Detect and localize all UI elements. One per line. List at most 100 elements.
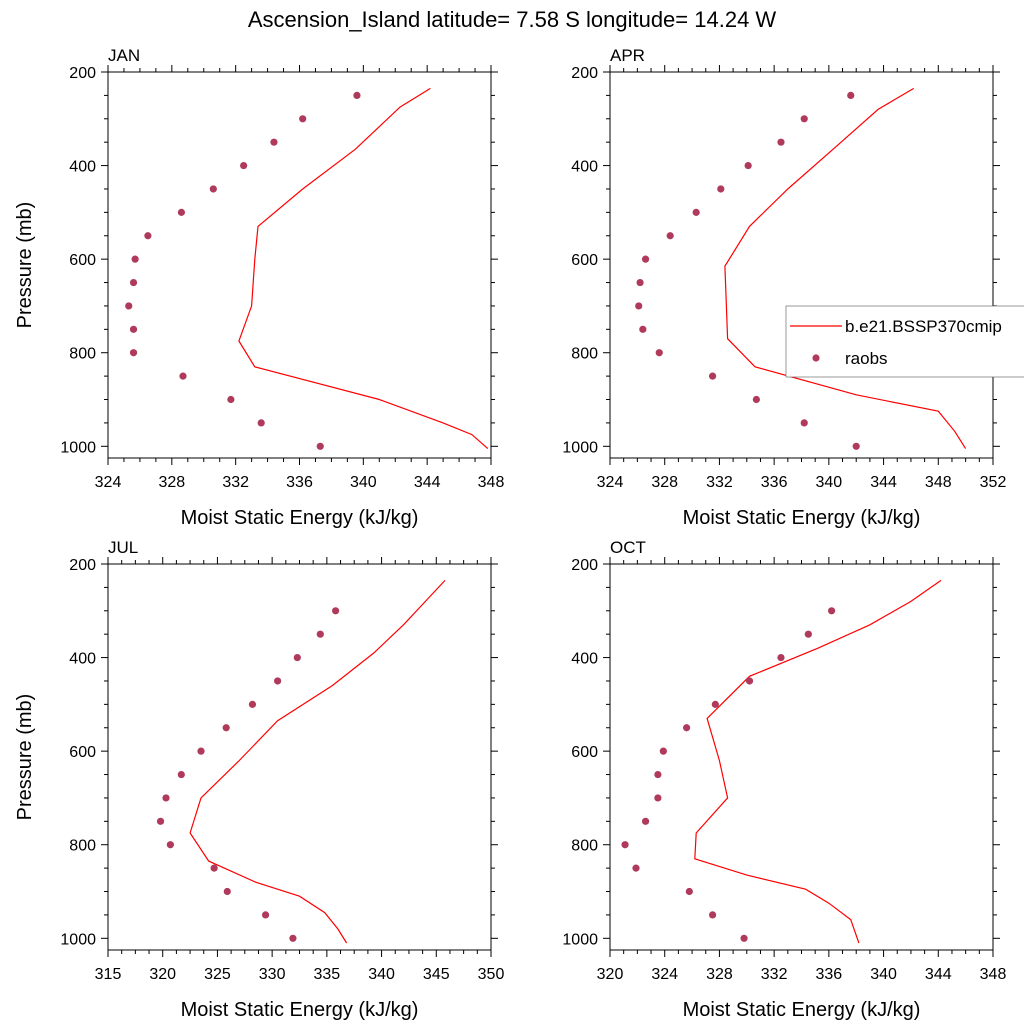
x-tick-label: 315 [95,966,122,983]
y-tick-label: 600 [571,744,598,761]
x-tick-label: 325 [204,966,231,983]
figure-title: Ascension_Island latitude= 7.58 S longit… [248,7,777,32]
raobs-point [316,630,324,638]
plot-frame [609,563,994,951]
panel-label: JUL [108,538,138,557]
y-tick-label: 1000 [60,931,96,948]
x-tick-label: 340 [368,966,395,983]
raobs-point [711,700,719,708]
x-tick-label: 330 [259,966,286,983]
raobs-point [261,911,270,919]
raobs-point [740,934,748,942]
x-tick-label: 324 [95,474,122,491]
panel-label: OCT [610,538,646,557]
y-tick-label: 800 [69,346,96,363]
y-tick-label: 200 [571,557,598,574]
raobs-point [708,372,717,380]
raobs-point [162,794,170,802]
legend: b.e21.BSSP370cmip raobs [785,305,1024,378]
x-tick-label: 324 [651,966,678,983]
plot-frame [107,563,492,951]
raobs-point [683,724,691,732]
raobs-point [257,419,265,427]
x-tick-label: 335 [314,966,341,983]
raobs-point [166,841,174,849]
panel-jan: JAN 324 328 332 336 340 344 348 200 400 600 800 1000… [14,46,504,529]
raobs-point [293,653,301,662]
panel-label: APR [610,46,645,65]
raobs-point [636,278,644,287]
y-tick-label: 400 [571,651,598,668]
raobs-point [210,864,218,872]
raobs-point [655,349,663,357]
raobs-point [685,887,693,896]
raobs-point [800,419,808,427]
y-tick-label: 400 [69,651,96,668]
y-tick-label: 600 [571,252,598,269]
y-tick-label: 200 [69,65,96,82]
raobs-point [635,302,643,310]
raobs-point [129,278,138,287]
raobs-point [827,607,836,615]
x-tick-label: 348 [478,474,505,491]
x-tick-label: 332 [761,966,788,983]
y-tick-label: 400 [69,159,96,176]
x-tick-label: 336 [816,966,843,983]
raobs-point [289,934,297,942]
raobs-point [222,724,230,732]
x-tick-label: 320 [149,966,176,983]
model-line-oct [694,579,942,944]
raobs-point [270,138,278,146]
y-tick-label: 1000 [562,439,598,456]
model-line-apr [724,87,967,449]
raobs-point [654,794,662,802]
legend-model-label: b.e21.BSSP370cmip [845,317,1002,336]
x-tick-label: 340 [350,474,377,491]
raobs-point [777,138,785,146]
x-axis-title: Moist Static Energy (kJ/kg) [181,999,419,1021]
raobs-point [332,607,340,615]
x-tick-label: 344 [870,474,897,491]
y-tick-label: 800 [69,838,96,855]
x-tick-label: 345 [423,966,450,983]
x-tick-label: 348 [980,966,1007,983]
x-tick-label: 332 [222,474,249,491]
x-tick-label: 340 [870,966,897,983]
raobs-point [125,302,133,310]
legend-box [785,305,1024,378]
x-tick-label: 328 [706,966,733,983]
panel-apr: APR 324 328 332 336 340 344 348 352 200 400 600 800 1… [562,46,1006,529]
raobs-point [227,395,235,404]
raobs-point [179,372,187,380]
legend-raobs-label: raobs [845,349,888,368]
raobs-point [223,887,231,896]
x-axis-title: Moist Static Energy (kJ/kg) [683,507,921,529]
raobs-point [197,747,205,755]
y-tick-label: 600 [69,744,96,761]
raobs-point [129,349,138,357]
x-axis-title: Moist Static Energy (kJ/kg) [181,507,419,529]
x-tick-label: 332 [706,474,733,491]
raobs-point [177,208,186,216]
raobs-point [129,325,138,333]
y-tick-label: 600 [69,252,96,269]
x-tick-label: 344 [925,966,952,983]
x-tick-label: 350 [478,966,505,983]
raobs-point [248,700,257,708]
raobs-point [666,232,674,240]
x-tick-label: 324 [597,474,624,491]
raobs-point [852,442,860,450]
legend-raobs-marker [812,354,820,362]
x-axis-title: Moist Static Energy (kJ/kg) [683,999,921,1021]
y-tick-label: 800 [571,346,598,363]
raobs-point [641,817,650,825]
raobs-point [621,841,629,849]
plot-frame [609,71,994,459]
raobs-point [659,747,667,755]
y-axis-title: Pressure (mb) [14,202,36,329]
raobs-point [144,232,152,240]
x-tick-label: 328 [651,474,678,491]
y-tick-label: 1000 [60,439,96,456]
y-axis-title: Pressure (mb) [14,694,36,821]
